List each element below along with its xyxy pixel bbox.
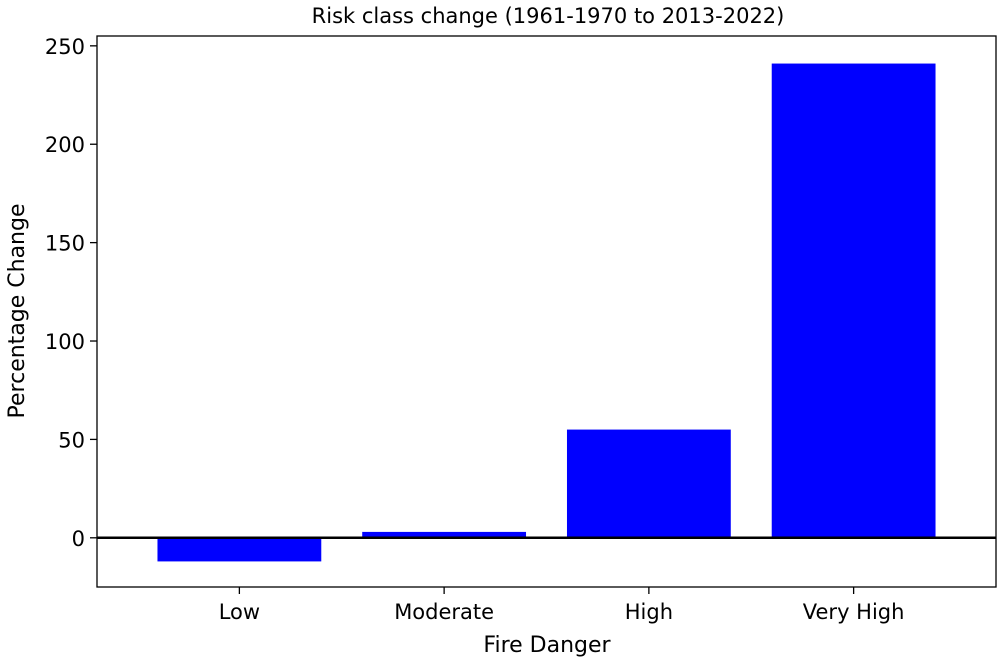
bar-low <box>157 537 322 562</box>
x-tick-label: Low <box>219 600 260 624</box>
y-axis-ticks: 0 50 100 150 200 250 <box>45 35 97 551</box>
y-tick-label: 0 <box>72 527 85 551</box>
x-tick-label: High <box>625 600 673 624</box>
y-tick-label: 50 <box>58 428 85 452</box>
x-tick-label: Very High <box>803 600 905 624</box>
chart-title: Risk class change (1961-1970 to 2013-202… <box>312 4 785 28</box>
bar-high <box>566 429 731 538</box>
x-axis-ticks: Low Moderate High Very High <box>219 587 905 624</box>
bar-moderate <box>362 531 527 538</box>
y-tick-label: 200 <box>45 133 85 157</box>
y-tick-label: 250 <box>45 35 85 59</box>
x-axis-label: Fire Danger <box>483 633 611 658</box>
y-axis-label: Percentage Change <box>5 204 30 419</box>
x-tick-label: Moderate <box>394 600 494 624</box>
bars-layer <box>157 63 936 562</box>
plot-frame <box>96 35 997 588</box>
y-tick-label: 100 <box>45 330 85 354</box>
bar-very-high <box>771 63 936 538</box>
y-tick-label: 150 <box>45 232 85 256</box>
